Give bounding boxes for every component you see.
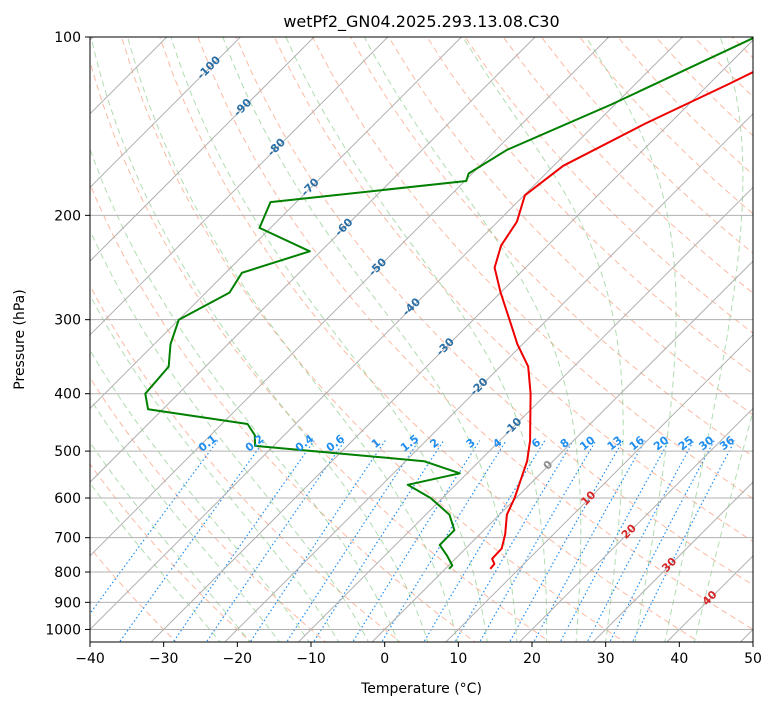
y-tick-label: 600 [54,491,81,507]
mixing-ratio-line [352,440,481,642]
mixing-ratio-line [423,440,546,642]
temperature-line [489,70,753,570]
isotherm-line [592,481,753,642]
dry-adiabat-line [464,37,753,334]
y-axis-label: Pressure (hPa) [12,289,28,389]
x-tick-label: 40 [670,651,688,667]
isotherm-line [297,186,753,642]
isotherm-line [90,37,315,262]
y-tick-label: 500 [54,444,81,460]
y-tick-label: 1000 [45,622,81,638]
pressure-gridlines [90,37,753,630]
dry-adiabat-line [502,37,753,294]
x-tick-label: −40 [75,651,105,667]
x-tick-label: 0 [380,651,389,667]
isotherm-line [90,37,389,336]
isotherm-line [518,407,753,642]
x-tick-label: 10 [449,651,467,667]
x-tick-label: −20 [223,651,253,667]
mixing-ratio-line [118,440,265,642]
isotherm-line [90,37,536,483]
mixing-ratio-line [285,440,420,642]
y-tick-label: 400 [54,387,81,403]
plot-frame [89,36,754,643]
x-tick-label: 50 [744,651,762,667]
sounding-series [144,37,753,570]
isotherm-line [90,37,463,410]
dry-adiabat-line [426,37,753,375]
y-tick-label: 900 [54,595,81,611]
isotherm-line [150,39,753,642]
y-tick-label: 300 [54,313,81,329]
isotherms [90,37,753,642]
dewpoint-line [144,37,753,570]
mixing-ratio-line [508,440,624,642]
x-tick-label: 30 [597,651,615,667]
isotherm-line [90,37,242,189]
mixing-ratio-line [479,440,597,642]
x-tick-label: 20 [523,651,541,667]
mixing-ratio-line [249,440,386,642]
x-tick-label: −10 [296,651,326,667]
mixing-ratio-line [609,440,715,642]
y-tick-label: 100 [54,30,81,46]
y-tick-label: 200 [54,208,81,224]
dry-adiabat-line [350,37,753,457]
mixing-ratio-line [172,440,315,642]
mixing-ratio-line [312,440,445,642]
moist-adiabat-line [90,147,399,642]
isotherm-line [90,37,610,557]
x-axis-label: Temperature (°C) [360,681,482,697]
dry-adiabat-line [311,37,753,500]
isotherm-line [90,37,684,631]
mixing-ratio-line [533,440,646,642]
mixing-ratio-line [559,440,670,642]
y-tick-label: 800 [54,565,81,581]
dry-adiabat-line [235,37,753,586]
isotherm-line [224,113,753,642]
dry-adiabat-line [388,37,753,416]
isotherm-line [371,260,753,642]
isotherm-line [445,334,753,642]
mixing-ratio-line [586,440,695,642]
y-tick-label: 700 [54,531,81,547]
moist-adiabat-line [90,229,369,642]
chart-title: wetPf2_GN04.2025.293.13.08.C30 [283,12,559,32]
x-tick-label: −30 [149,651,179,667]
